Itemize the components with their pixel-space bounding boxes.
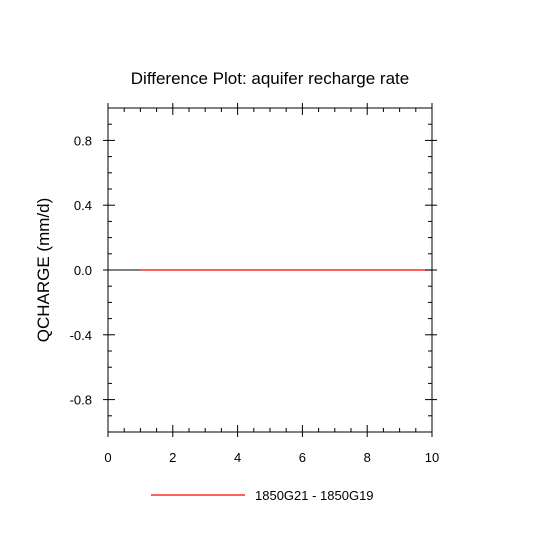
y-tick-label: -0.8 <box>70 393 92 408</box>
x-tick-label: 2 <box>169 450 176 465</box>
chart-title: Difference Plot: aquifer recharge rate <box>131 69 409 88</box>
plot-frame <box>107 107 433 433</box>
legend-label: 1850G21 - 1850G19 <box>255 488 374 503</box>
x-tick-label: 4 <box>234 450 241 465</box>
y-axis-label: QCHARGE (mm/d) <box>34 198 53 343</box>
x-tick-label: 0 <box>104 450 111 465</box>
tick-labels-group: 0 2 4 6 8 10 -0.8 -0.4 0.0 0.4 0.8 <box>70 133 440 465</box>
y-tick-label: 0.4 <box>74 198 92 213</box>
y-tick-label: -0.4 <box>70 328 92 343</box>
x-tick-label: 6 <box>299 450 306 465</box>
legend: 1850G21 - 1850G19 <box>151 488 374 503</box>
x-tick-label: 10 <box>425 450 439 465</box>
y-tick-label: 0.0 <box>74 263 92 278</box>
y-tick-label: 0.8 <box>74 133 92 148</box>
x-tick-label: 8 <box>364 450 371 465</box>
